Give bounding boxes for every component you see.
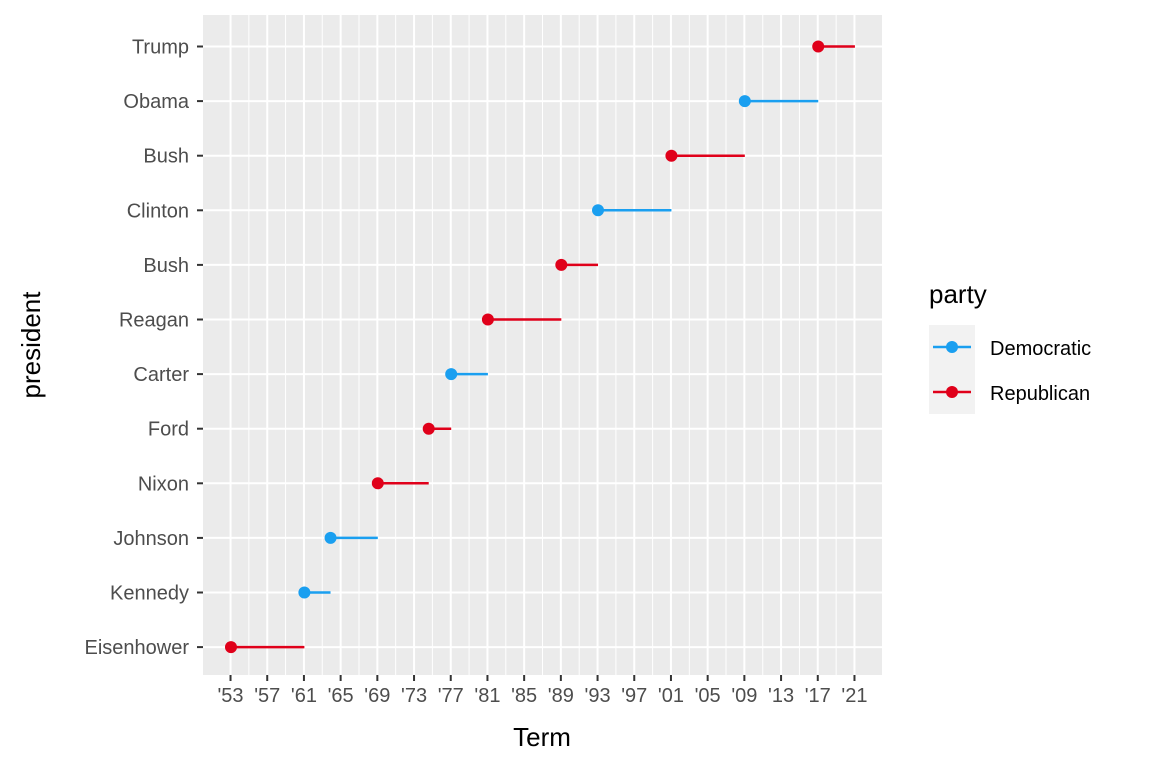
x-axis-tick-label: '93 [585, 685, 611, 707]
x-axis-title: Term [513, 722, 571, 752]
y-axis-title: president [16, 291, 46, 399]
term-start-point [324, 531, 337, 544]
y-axis-tick-label: Obama [123, 91, 189, 113]
term-start-point [555, 258, 568, 271]
legend-label-democratic: Democratic [990, 338, 1091, 360]
term-start-point [812, 40, 825, 53]
term-start-point [298, 586, 311, 599]
legend-key-point-republican [946, 386, 958, 398]
term-start-point [224, 641, 237, 654]
term-start-point [481, 313, 494, 326]
y-axis-tick-label: Reagan [119, 310, 189, 332]
x-axis-tick-label: '01 [658, 685, 684, 707]
term-start-point [592, 204, 605, 217]
y-axis-tick-label: Clinton [127, 200, 189, 222]
x-axis-tick-label: '21 [841, 685, 867, 707]
x-axis-tick-label: '61 [291, 685, 317, 707]
y-axis-tick-label: Johnson [113, 528, 189, 550]
term-start-point [422, 422, 435, 435]
term-start-point [445, 368, 458, 381]
x-axis-tick-label: '53 [217, 685, 243, 707]
x-axis-tick-label: '89 [548, 685, 574, 707]
y-axis-tick-label: Eisenhower [84, 637, 189, 659]
x-axis-tick-label: '81 [474, 685, 500, 707]
term-start-point [665, 149, 678, 162]
y-axis-tick-label: Bush [143, 146, 189, 168]
x-axis-tick-label: '73 [401, 685, 427, 707]
grid-lines [203, 15, 882, 675]
legend: party Democratic Republican [929, 279, 1091, 414]
term-start-point [738, 95, 751, 108]
y-axis-tick-label: Bush [143, 255, 189, 277]
legend-key-point-democratic [946, 341, 958, 353]
legend-title: party [929, 279, 987, 309]
y-axis: Eisenhower Kennedy Johnson Nixon Ford Carter R… [84, 37, 203, 659]
data-layer [224, 40, 855, 654]
x-axis-tick-label: '65 [328, 685, 354, 707]
x-axis-tick-label: '85 [511, 685, 537, 707]
y-axis-tick-label: Trump [132, 37, 189, 59]
y-axis-tick-label: Ford [148, 419, 189, 441]
x-axis-tick-label: '13 [768, 685, 794, 707]
x-axis-tick-label: '17 [805, 685, 831, 707]
x-axis-tick-label: '09 [731, 685, 757, 707]
y-axis-tick-label: Carter [133, 364, 189, 386]
x-axis-tick-label: '69 [364, 685, 390, 707]
y-axis-tick-label: Kennedy [110, 583, 189, 605]
x-axis: '53 '57 '61 '65 '69 '73 '77 '81 '85 '89 '93 '97 '01 '… [217, 675, 868, 707]
x-axis-tick-label: '05 [695, 685, 721, 707]
legend-label-republican: Republican [990, 383, 1090, 405]
x-axis-tick-label: '77 [438, 685, 464, 707]
x-axis-tick-label: '97 [621, 685, 647, 707]
term-start-point [371, 477, 384, 490]
x-axis-tick-label: '57 [254, 685, 280, 707]
y-axis-tick-label: Nixon [138, 473, 189, 495]
